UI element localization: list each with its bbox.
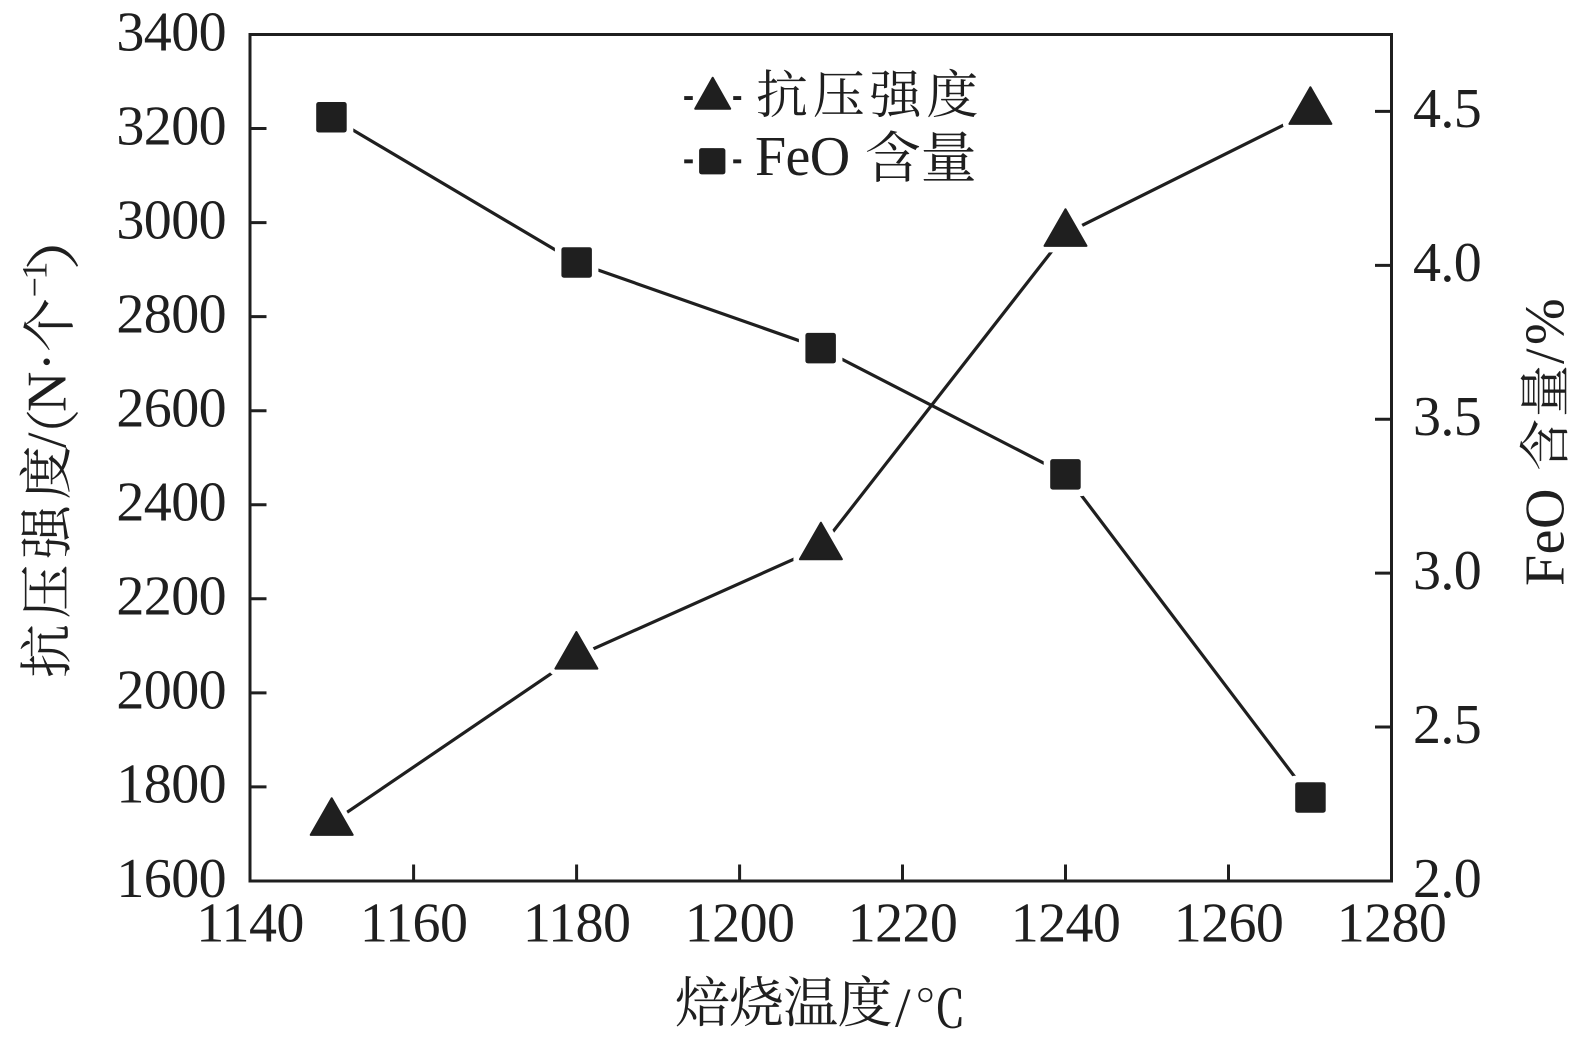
svg-text:FeO: FeO [755, 126, 850, 188]
svg-text:2600: 2600 [116, 377, 226, 439]
svg-text:4.5: 4.5 [1413, 78, 1481, 140]
svg-text:3400: 3400 [116, 1, 226, 63]
svg-text:1600: 1600 [116, 848, 226, 910]
svg-text:4.0: 4.0 [1413, 232, 1481, 294]
svg-text:2400: 2400 [116, 472, 226, 534]
svg-text:/%: /% [1514, 295, 1576, 364]
svg-text:1260: 1260 [1174, 893, 1284, 955]
svg-text:1160: 1160 [360, 893, 468, 955]
svg-text:2200: 2200 [116, 566, 226, 628]
svg-text:2000: 2000 [116, 660, 226, 722]
svg-text:N: N [17, 372, 79, 412]
svg-text:3.0: 3.0 [1413, 540, 1481, 602]
svg-text:·: · [17, 352, 79, 371]
svg-text:1140: 1140 [196, 893, 304, 955]
svg-text:1280: 1280 [1337, 893, 1447, 955]
svg-text:−1: −1 [15, 264, 55, 298]
svg-text:3000: 3000 [116, 189, 226, 251]
svg-text:2800: 2800 [116, 283, 226, 345]
svg-text:2.5: 2.5 [1413, 694, 1481, 756]
svg-text:1180: 1180 [523, 893, 631, 955]
svg-text:2.0: 2.0 [1413, 848, 1481, 910]
svg-text:FeO: FeO [1514, 488, 1576, 586]
svg-text:1200: 1200 [685, 893, 795, 955]
svg-text:3200: 3200 [116, 95, 226, 157]
svg-text:/: / [17, 432, 79, 448]
svg-text:3.5: 3.5 [1413, 386, 1481, 448]
svg-text:1800: 1800 [116, 754, 226, 816]
svg-text:1220: 1220 [848, 893, 958, 955]
svg-text:1240: 1240 [1011, 893, 1121, 955]
svg-text:/: / [895, 978, 911, 1040]
